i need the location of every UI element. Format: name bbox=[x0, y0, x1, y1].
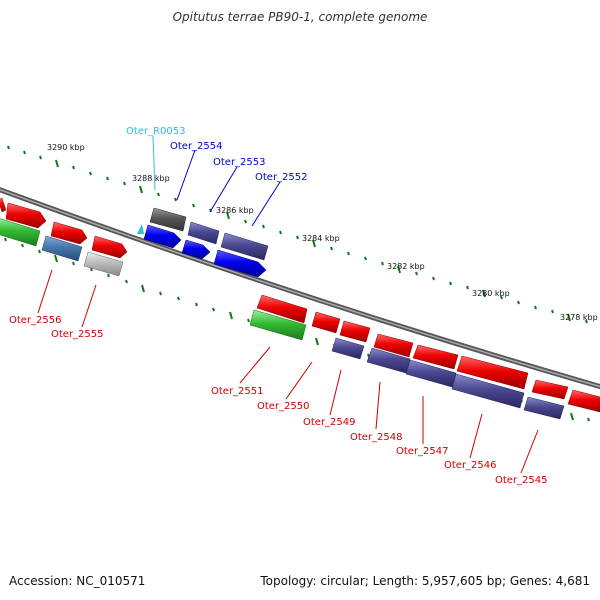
gene-arrow[interactable] bbox=[366, 347, 411, 374]
genome-backbone bbox=[0, 187, 600, 390]
gene-arrow[interactable] bbox=[531, 379, 569, 400]
gene-arrow[interactable] bbox=[149, 207, 187, 232]
gene-arrow[interactable] bbox=[181, 239, 211, 260]
scale-label-3288: 3288 kbp bbox=[132, 174, 170, 183]
gene-arrow[interactable] bbox=[143, 224, 182, 249]
gene-label-oter-2555[interactable]: Oter_2555 bbox=[51, 329, 104, 340]
scale-label-3282: 3282 kbp bbox=[387, 262, 425, 271]
accession-text: Accession: NC_010571 bbox=[9, 574, 146, 588]
gene-arrow[interactable] bbox=[412, 344, 459, 370]
gene-label-oter-2547[interactable]: Oter_2547 bbox=[396, 446, 449, 457]
gene-arrow[interactable] bbox=[373, 333, 414, 358]
gene-arrow[interactable] bbox=[523, 396, 565, 420]
leader-lines-bottom bbox=[37, 269, 539, 474]
gene-label-oter-2549[interactable]: Oter_2549 bbox=[303, 417, 356, 428]
gene-arrow[interactable] bbox=[5, 202, 47, 229]
gene-label-oter-2553[interactable]: Oter_2553 bbox=[213, 157, 266, 168]
gene-label-oter-2545[interactable]: Oter_2545 bbox=[495, 475, 548, 486]
gene-arrow[interactable] bbox=[91, 235, 128, 259]
gene-arrow[interactable] bbox=[451, 373, 525, 409]
gene-arrow[interactable] bbox=[256, 294, 308, 324]
rna-marker[interactable] bbox=[137, 224, 144, 234]
scale-label-3284: 3284 kbp bbox=[302, 234, 340, 243]
gene-arrow[interactable] bbox=[187, 221, 220, 245]
gene-label-oter-2554[interactable]: Oter_2554 bbox=[170, 141, 223, 152]
gene-label-oter-r0053[interactable]: Oter_R0053 bbox=[126, 126, 185, 137]
gene-arrow[interactable] bbox=[311, 311, 341, 334]
gene-label-oter-2548[interactable]: Oter_2548 bbox=[350, 432, 403, 443]
gene-arrow[interactable] bbox=[41, 235, 83, 262]
gene-label-oter-2556[interactable]: Oter_2556 bbox=[9, 315, 62, 326]
gene-arrow[interactable] bbox=[0, 218, 41, 247]
topology-text: Topology: circular; Length: 5,957,605 bp… bbox=[260, 574, 590, 588]
gene-label-oter-2551[interactable]: Oter_2551 bbox=[211, 386, 264, 397]
scale-label-3286: 3286 kbp bbox=[216, 206, 254, 215]
gene-arrow[interactable] bbox=[50, 221, 88, 245]
scale-label-3290: 3290 kbp bbox=[47, 143, 85, 152]
gene-arrow[interactable] bbox=[0, 197, 7, 213]
scale-label-3278: 3278 kbp bbox=[560, 313, 598, 322]
gene-arrow[interactable] bbox=[83, 251, 124, 277]
gene-label-oter-2550[interactable]: Oter_2550 bbox=[257, 401, 310, 412]
gene-arrow[interactable] bbox=[456, 355, 529, 390]
leader-lines-top bbox=[152, 135, 281, 227]
gene-arrow[interactable] bbox=[567, 389, 600, 413]
upper-scale-ticks bbox=[7, 145, 588, 324]
gene-arrow[interactable] bbox=[405, 359, 457, 388]
gene-arrow[interactable] bbox=[213, 249, 267, 278]
scale-label-3280: 3280 kbp bbox=[472, 289, 510, 298]
gene-label-oter-2546[interactable]: Oter_2546 bbox=[444, 460, 497, 471]
gene-label-oter-2552[interactable]: Oter_2552 bbox=[255, 172, 308, 183]
genome-backbone-highlight bbox=[0, 189, 600, 388]
gene-arrow[interactable] bbox=[331, 337, 365, 360]
gene-arrow[interactable] bbox=[249, 309, 307, 341]
gene-arrow[interactable] bbox=[339, 320, 371, 343]
gene-arrow[interactable] bbox=[220, 232, 269, 261]
map-title: Opitutus terrae PB90-1, complete genome bbox=[172, 10, 428, 24]
